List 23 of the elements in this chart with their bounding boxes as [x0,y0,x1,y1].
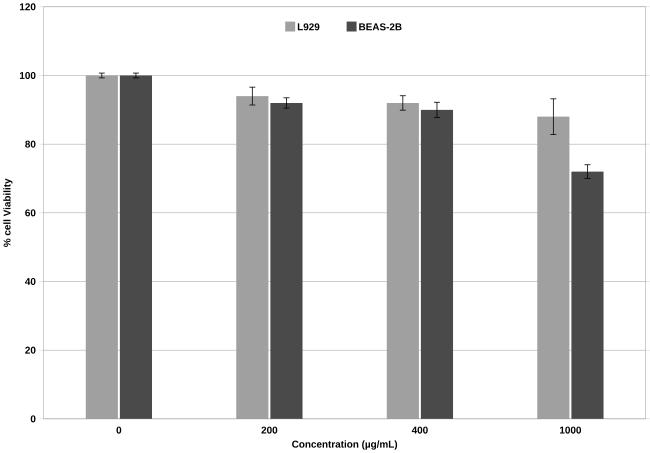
x-tick-label: 0 [116,426,122,434]
bar [537,116,570,419]
bar [420,110,454,419]
bar [270,102,303,419]
x-axis-title: Concentration (µg/mL) [292,440,398,450]
x-tick-label: 200 [261,426,278,434]
bar [571,172,604,419]
legend-label: BEAS-2B [359,23,402,30]
y-tick-label: 80 [25,140,36,148]
x-tick-label: 1000 [560,426,582,434]
bar [236,96,268,419]
y-tick-label: 20 [25,346,36,354]
x-tick-label: 400 [412,426,428,434]
y-tick-label: 40 [25,278,36,286]
y-axis-title: % cell Viability [3,178,13,247]
y-tick-label: 100 [20,72,36,79]
y-tick-label: 0 [30,415,36,422]
y-tick-label: 60 [25,209,36,216]
y-tick-label: 120 [20,3,36,10]
bar [86,75,118,419]
bar [120,75,152,419]
bar [386,102,419,419]
legend-label: L929 [298,23,320,30]
